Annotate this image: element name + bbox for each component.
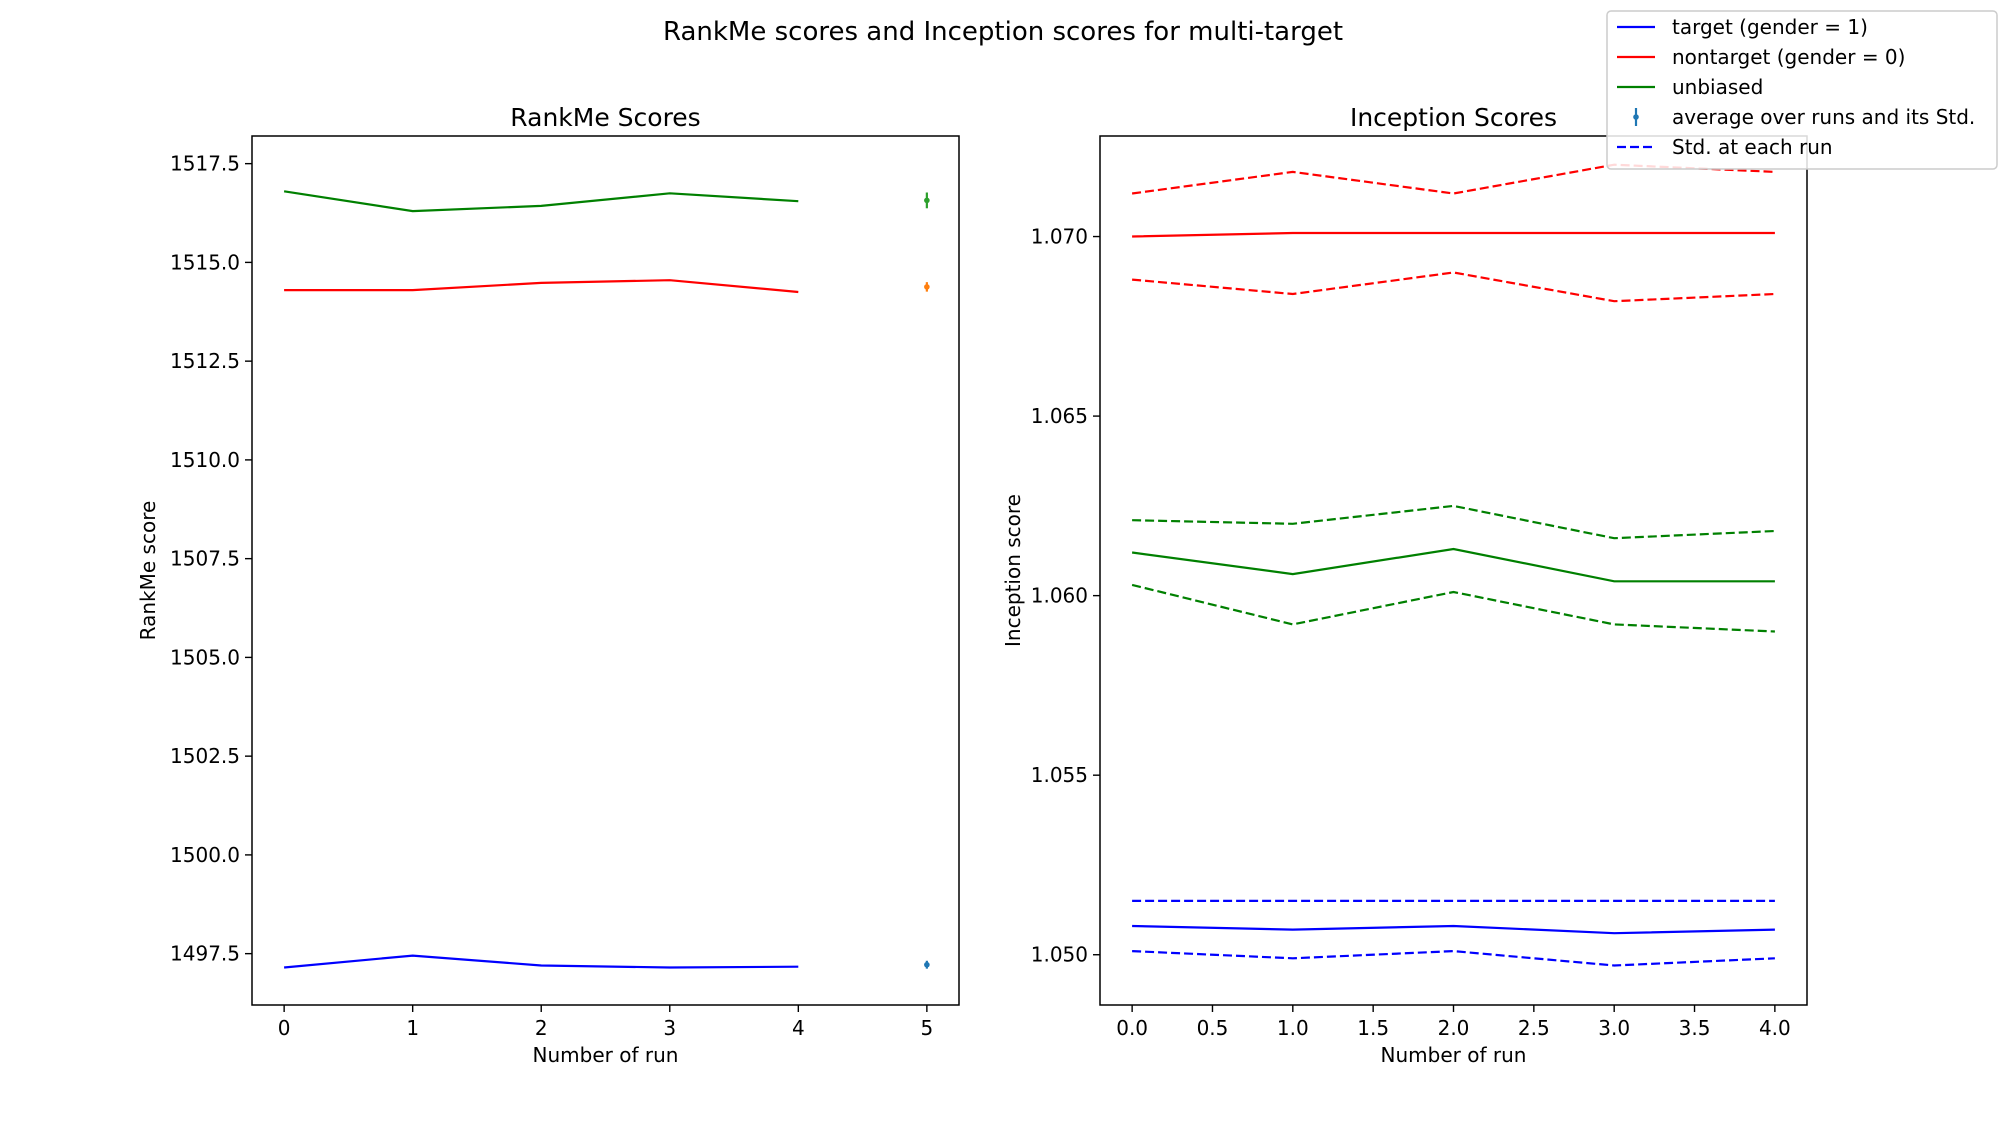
legend: target (gender = 1) nontarget (gender = 0… [1606,10,1998,170]
legend-entry-label: nontarget (gender = 0) [1672,45,1905,69]
rankme-series-line-1 [284,279,799,294]
legend-entry-label: average over runs and its Std. [1672,105,1975,129]
legend-handle-marker [1633,114,1639,120]
rankme-xtick-label: 1 [406,1016,419,1040]
rankme-xtick-label: 4 [792,1016,805,1040]
rankme-ytick-label: 1515.0 [170,250,240,274]
inception-axes: 0.0 0.5 1.0 1.5 2.0 2.5 3.0 3.5 4.0 1.050 1.055 1.0… [1001,103,1808,1067]
inception-ylabel: Inception score [1001,494,1025,647]
inception-ytick-label: 1.050 [1031,943,1088,967]
rankme-series-line-2 [283,190,799,213]
rankme-ytick-label: 1512.5 [170,349,240,373]
rankme-ytick-label: 1505.0 [170,645,240,669]
inception-ytick-label: 1.055 [1031,763,1088,787]
inception-series-line-5 [1132,271,1775,303]
rankme-ytick-label: 1497.5 [170,942,240,966]
inception-xtick-label: 0.5 [1197,1016,1229,1040]
inception-ytick-label: 1.065 [1031,404,1088,428]
rankme-xtick-label: 2 [535,1016,548,1040]
rankme-ytick-label: 1507.5 [170,547,240,571]
rankme-xtick-label: 3 [663,1016,676,1040]
rankme-xtick-label: 0 [278,1016,291,1040]
legend-entry-label: Std. at each run [1672,135,1833,159]
rankme-axes: 0 1 2 3 4 5 1497.5 1500.0 1502.5 1505.0 1507.5 1510… [136,103,960,1067]
rankme-axes-frame [251,135,960,1006]
legend-entry-label: target (gender = 1) [1672,15,1868,39]
inception-xtick-label: 1.0 [1277,1016,1309,1040]
inception-series-line-8 [1131,583,1775,633]
legend-frame [1606,10,1998,170]
inception-ytick-label: 1.070 [1031,225,1088,249]
inception-series-line-6 [1131,547,1775,583]
rankme-errorbar-mean-0 [924,197,930,204]
rankme-ytick-label: 1510.0 [170,448,240,472]
figure-suptitle: RankMe scores and Inception scores for m… [663,17,1343,47]
rankme-title: RankMe Scores [510,103,700,132]
rankme-ytick-label: 1517.5 [170,152,240,176]
rankme-ylabel: RankMe score [136,501,160,641]
inception-axes-frame [1099,135,1808,1006]
inception-xtick-label: 1.5 [1357,1016,1389,1040]
rankme-xlabel: Number of run [533,1043,679,1067]
inception-title: Inception Scores [1350,103,1557,132]
inception-xtick-label: 4.0 [1759,1016,1791,1040]
rankme-ytick-label: 1500.0 [170,843,240,867]
rankme-series-line-0 [283,954,799,969]
inception-xtick-label: 2.0 [1438,1016,1470,1040]
rankme-xtick-label: 5 [920,1016,933,1040]
inception-xtick-label: 2.5 [1518,1016,1550,1040]
rankme-ytick-label: 1502.5 [170,744,240,768]
inception-series-line-3 [1132,231,1775,238]
rankme-errorbar-mean-1 [924,284,930,290]
inception-xtick-label: 0.0 [1116,1016,1148,1040]
inception-xtick-label: 3.5 [1679,1016,1711,1040]
legend-entry-label: unbiased [1672,75,1763,99]
inception-series-line-7 [1132,504,1775,540]
inception-ytick-label: 1.060 [1031,584,1088,608]
inception-series-line-2 [1132,949,1775,967]
inception-xlabel: Number of run [1381,1043,1527,1067]
inception-xtick-label: 3.0 [1598,1016,1630,1040]
rankme-errorbar-mean-2 [924,961,930,968]
inception-series-line-0 [1132,924,1775,935]
